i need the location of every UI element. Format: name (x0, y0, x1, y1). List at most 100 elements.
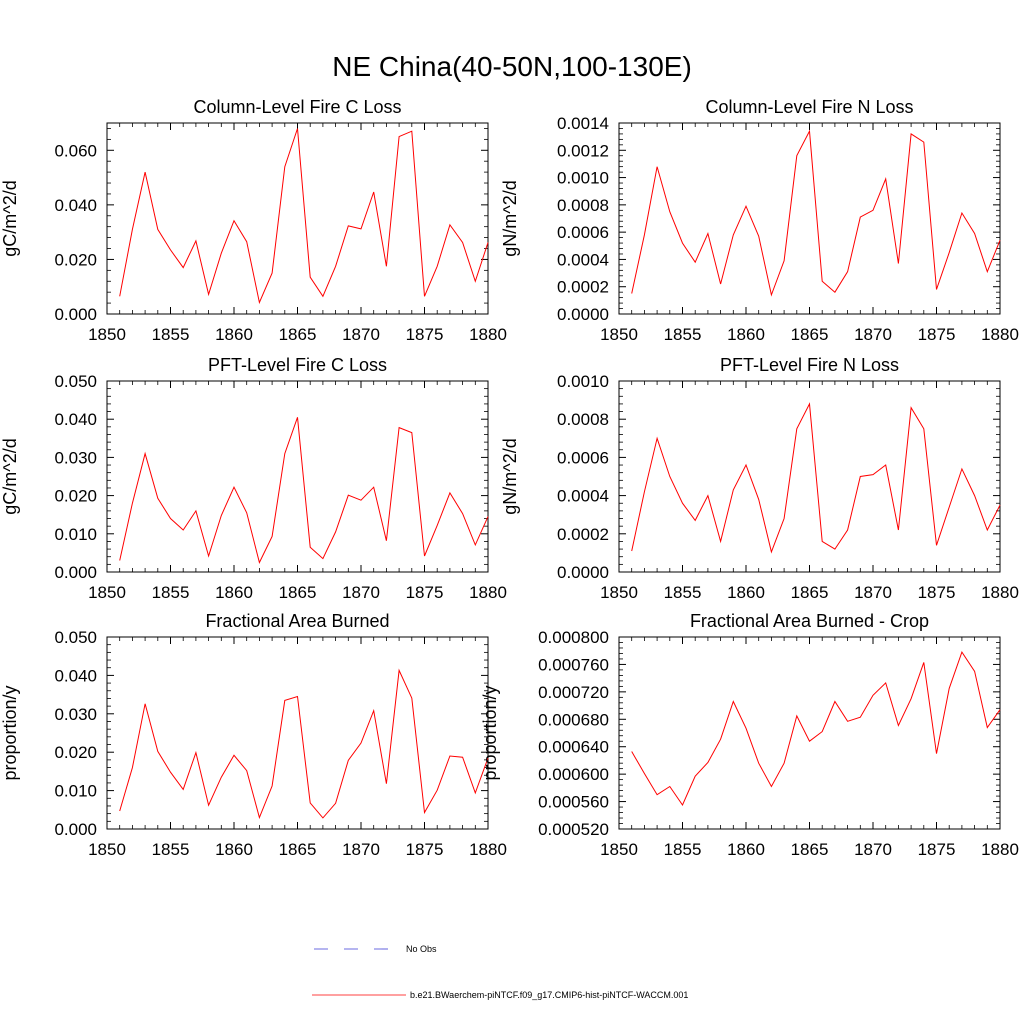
y-tick-label: 0.000760 (538, 655, 609, 674)
x-tick-label: 1865 (791, 840, 829, 859)
y-axis-label: gC/m^2/d (0, 438, 20, 514)
x-tick-label: 1875 (406, 840, 444, 859)
x-tick-label: 1875 (406, 325, 444, 344)
y-tick-label: 0.010 (54, 525, 97, 544)
y-tick-label: 0.0000 (557, 563, 609, 582)
x-tick-label: 1865 (279, 583, 317, 602)
x-tick-label: 1855 (152, 325, 190, 344)
y-tick-label: 0.0008 (557, 410, 609, 429)
y-tick-label: 0.000720 (538, 683, 609, 702)
x-tick-label: 1860 (727, 583, 765, 602)
series-line (119, 128, 489, 305)
y-tick-label: 0.040 (54, 666, 97, 685)
y-tick-label: 0.000600 (538, 765, 609, 784)
legend-label-no-obs: No Obs (406, 944, 437, 954)
x-tick-label: 1875 (918, 840, 956, 859)
x-tick-label: 1850 (88, 840, 126, 859)
x-tick-label: 1875 (918, 583, 956, 602)
panel-title: Fractional Area Burned (205, 611, 389, 631)
x-tick-label: 1865 (279, 840, 317, 859)
x-tick-label: 1850 (600, 325, 638, 344)
series-line (631, 650, 1001, 807)
x-tick-label: 1880 (469, 583, 507, 602)
y-tick-label: 0.030 (54, 705, 97, 724)
panel-title: Fractional Area Burned - Crop (690, 611, 929, 631)
x-tick-label: 1860 (727, 325, 765, 344)
y-tick-label: 0.000 (54, 563, 97, 582)
plot-frame (106, 636, 489, 830)
x-tick-label: 1850 (88, 583, 126, 602)
plot-frame (106, 122, 489, 315)
y-tick-label: 0.040 (54, 410, 97, 429)
y-tick-label: 0.000640 (538, 738, 609, 757)
x-tick-label: 1855 (152, 583, 190, 602)
plot-frame (106, 380, 489, 573)
y-tick-label: 0.0010 (557, 169, 609, 188)
x-tick-label: 1855 (152, 840, 190, 859)
panel-title: PFT-Level Fire C Loss (208, 355, 387, 375)
y-tick-label: 0.0004 (557, 487, 609, 506)
series-line (631, 129, 1001, 297)
x-tick-label: 1860 (215, 840, 253, 859)
y-tick-label: 0.060 (54, 141, 97, 160)
x-tick-label: 1875 (918, 325, 956, 344)
y-tick-label: 0.050 (54, 628, 97, 647)
y-tick-label: 0.000560 (538, 793, 609, 812)
y-tick-label: 0.0012 (557, 141, 609, 160)
series-line (119, 668, 489, 820)
legend: No Obs b.e21.BWaerchem-piNTCF.f09_g17.CM… (312, 944, 688, 1000)
panel-title: Column-Level Fire C Loss (193, 97, 401, 117)
y-axis-label: gN/m^2/d (500, 438, 520, 514)
y-tick-label: 0.000680 (538, 710, 609, 729)
panel-title: Column-Level Fire N Loss (705, 97, 913, 117)
y-tick-label: 0.0010 (557, 372, 609, 391)
x-tick-label: 1865 (279, 325, 317, 344)
chart-panel-3: PFT-Level Fire C Loss gC/m^2/d 1850 1855 186… (0, 355, 507, 602)
chart-panels: Column-Level Fire C Loss gC/m^2/d 1850 1855… (0, 97, 1019, 859)
plot-frame (618, 636, 1001, 830)
y-tick-label: 0.020 (54, 487, 97, 506)
x-tick-label: 1875 (406, 583, 444, 602)
series-line (119, 417, 489, 564)
x-tick-label: 1855 (664, 583, 702, 602)
y-tick-label: 0.020 (54, 743, 97, 762)
y-tick-label: 0.020 (54, 250, 97, 269)
y-axis-label: proportion/y (0, 685, 20, 780)
y-tick-label: 0.0004 (557, 250, 609, 269)
y-tick-label: 0.000520 (538, 820, 609, 839)
y-tick-label: 0.0008 (557, 196, 609, 215)
y-axis-label: gN/m^2/d (500, 180, 520, 256)
y-tick-label: 0.010 (54, 782, 97, 801)
x-tick-label: 1855 (664, 325, 702, 344)
x-tick-label: 1870 (854, 583, 892, 602)
x-tick-label: 1880 (981, 583, 1019, 602)
y-tick-label: 0.000 (54, 305, 97, 324)
x-tick-label: 1865 (791, 583, 829, 602)
x-tick-label: 1855 (664, 840, 702, 859)
y-tick-label: 0.0000 (557, 305, 609, 324)
x-tick-label: 1865 (791, 325, 829, 344)
plot-frame (618, 380, 1001, 573)
chart-panel-2: Column-Level Fire N Loss gN/m^2/d 1850 1855… (500, 97, 1019, 344)
panel-title: PFT-Level Fire N Loss (720, 355, 899, 375)
x-tick-label: 1860 (727, 840, 765, 859)
x-tick-label: 1870 (854, 840, 892, 859)
plot-frame (618, 122, 1001, 315)
y-tick-label: 0.000800 (538, 628, 609, 647)
chart-panel-6: Fractional Area Burned - Crop proportion/… (480, 611, 1019, 859)
y-tick-label: 0.0014 (557, 114, 609, 133)
chart-panel-1: Column-Level Fire C Loss gC/m^2/d 1850 1855… (0, 97, 507, 344)
y-tick-label: 0.0002 (557, 278, 609, 297)
chart-panel-4: PFT-Level Fire N Loss gN/m^2/d 1850 1855 186… (500, 355, 1019, 602)
y-tick-label: 0.0006 (557, 223, 609, 242)
y-axis-label: proportion/y (480, 685, 500, 780)
figure-title: NE China(40-50N,100-130E) (332, 51, 692, 82)
y-axis-label: gC/m^2/d (0, 180, 20, 256)
x-tick-label: 1850 (600, 840, 638, 859)
x-tick-label: 1860 (215, 583, 253, 602)
series-line (631, 402, 1001, 554)
x-tick-label: 1870 (854, 325, 892, 344)
x-tick-label: 1860 (215, 325, 253, 344)
y-tick-label: 0.050 (54, 372, 97, 391)
y-tick-label: 0.000 (54, 820, 97, 839)
